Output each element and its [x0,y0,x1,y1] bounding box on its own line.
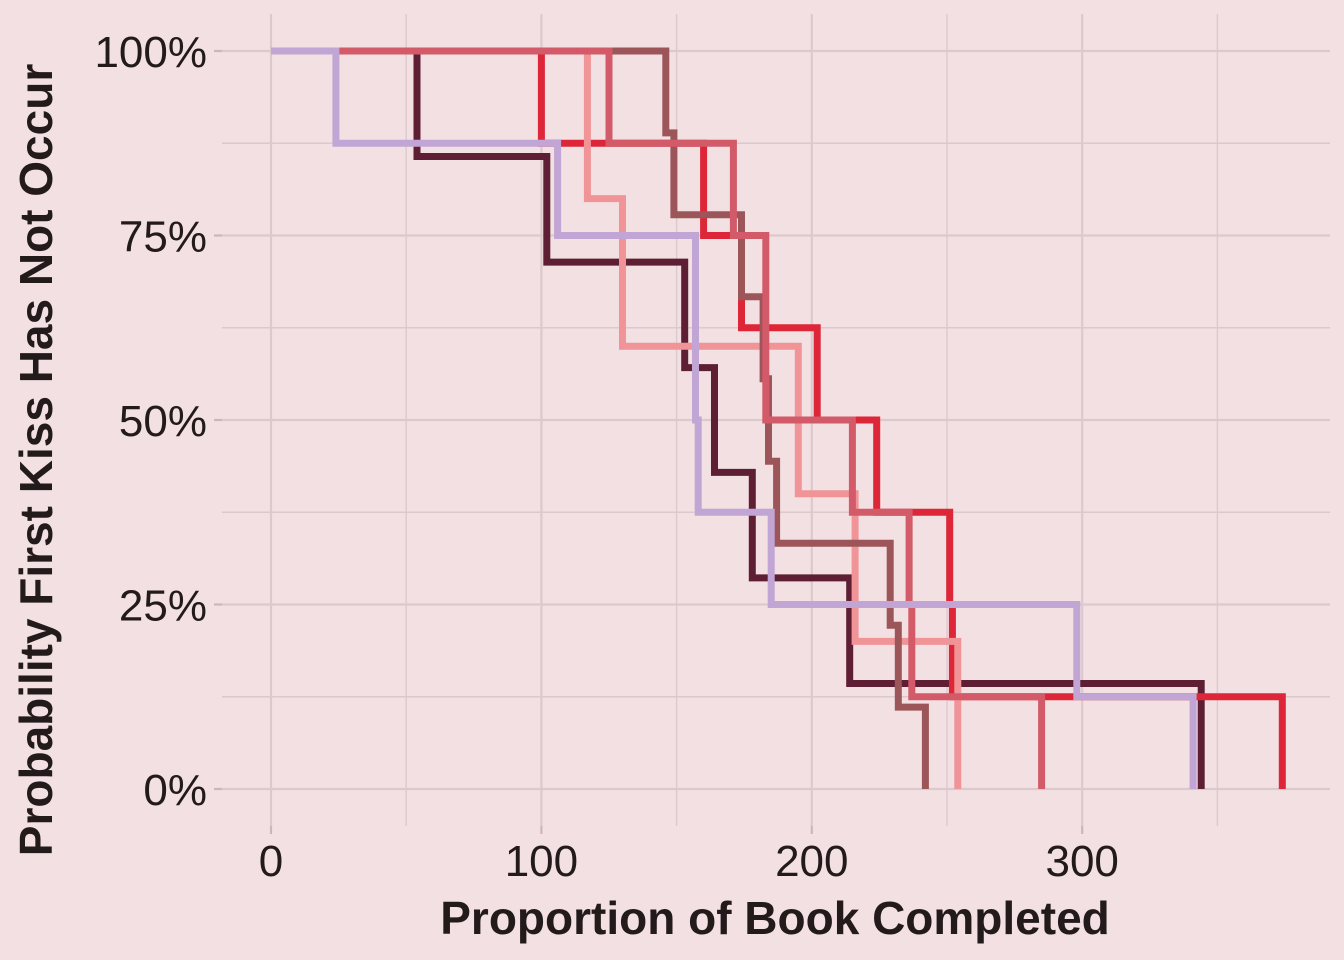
series-line-6 [271,47,1197,789]
x-tick-label: 300 [1045,837,1118,886]
x-tick-label: 100 [505,837,578,886]
series-layer [271,47,1286,789]
series-line-1 [271,47,1205,789]
y-tick-label: 0% [143,766,207,815]
y-tick-label: 50% [119,397,207,446]
x-axis-title: Proportion of Book Completed [440,892,1110,944]
y-tick-label: 25% [119,582,207,631]
tick-label-layer: 0 100 200 300 0% 25% 50% 75% 100% [94,28,1118,886]
series-line-5 [271,47,1046,789]
x-tick-label: 200 [775,837,848,886]
y-tick-label: 75% [119,213,207,262]
tick-layer [214,49,1084,834]
y-axis-title: Probability First Kiss Has Not Occur [10,64,62,857]
series-line-3 [271,47,962,789]
y-tick-label: 100% [94,28,207,77]
x-tick-label: 0 [259,837,283,886]
